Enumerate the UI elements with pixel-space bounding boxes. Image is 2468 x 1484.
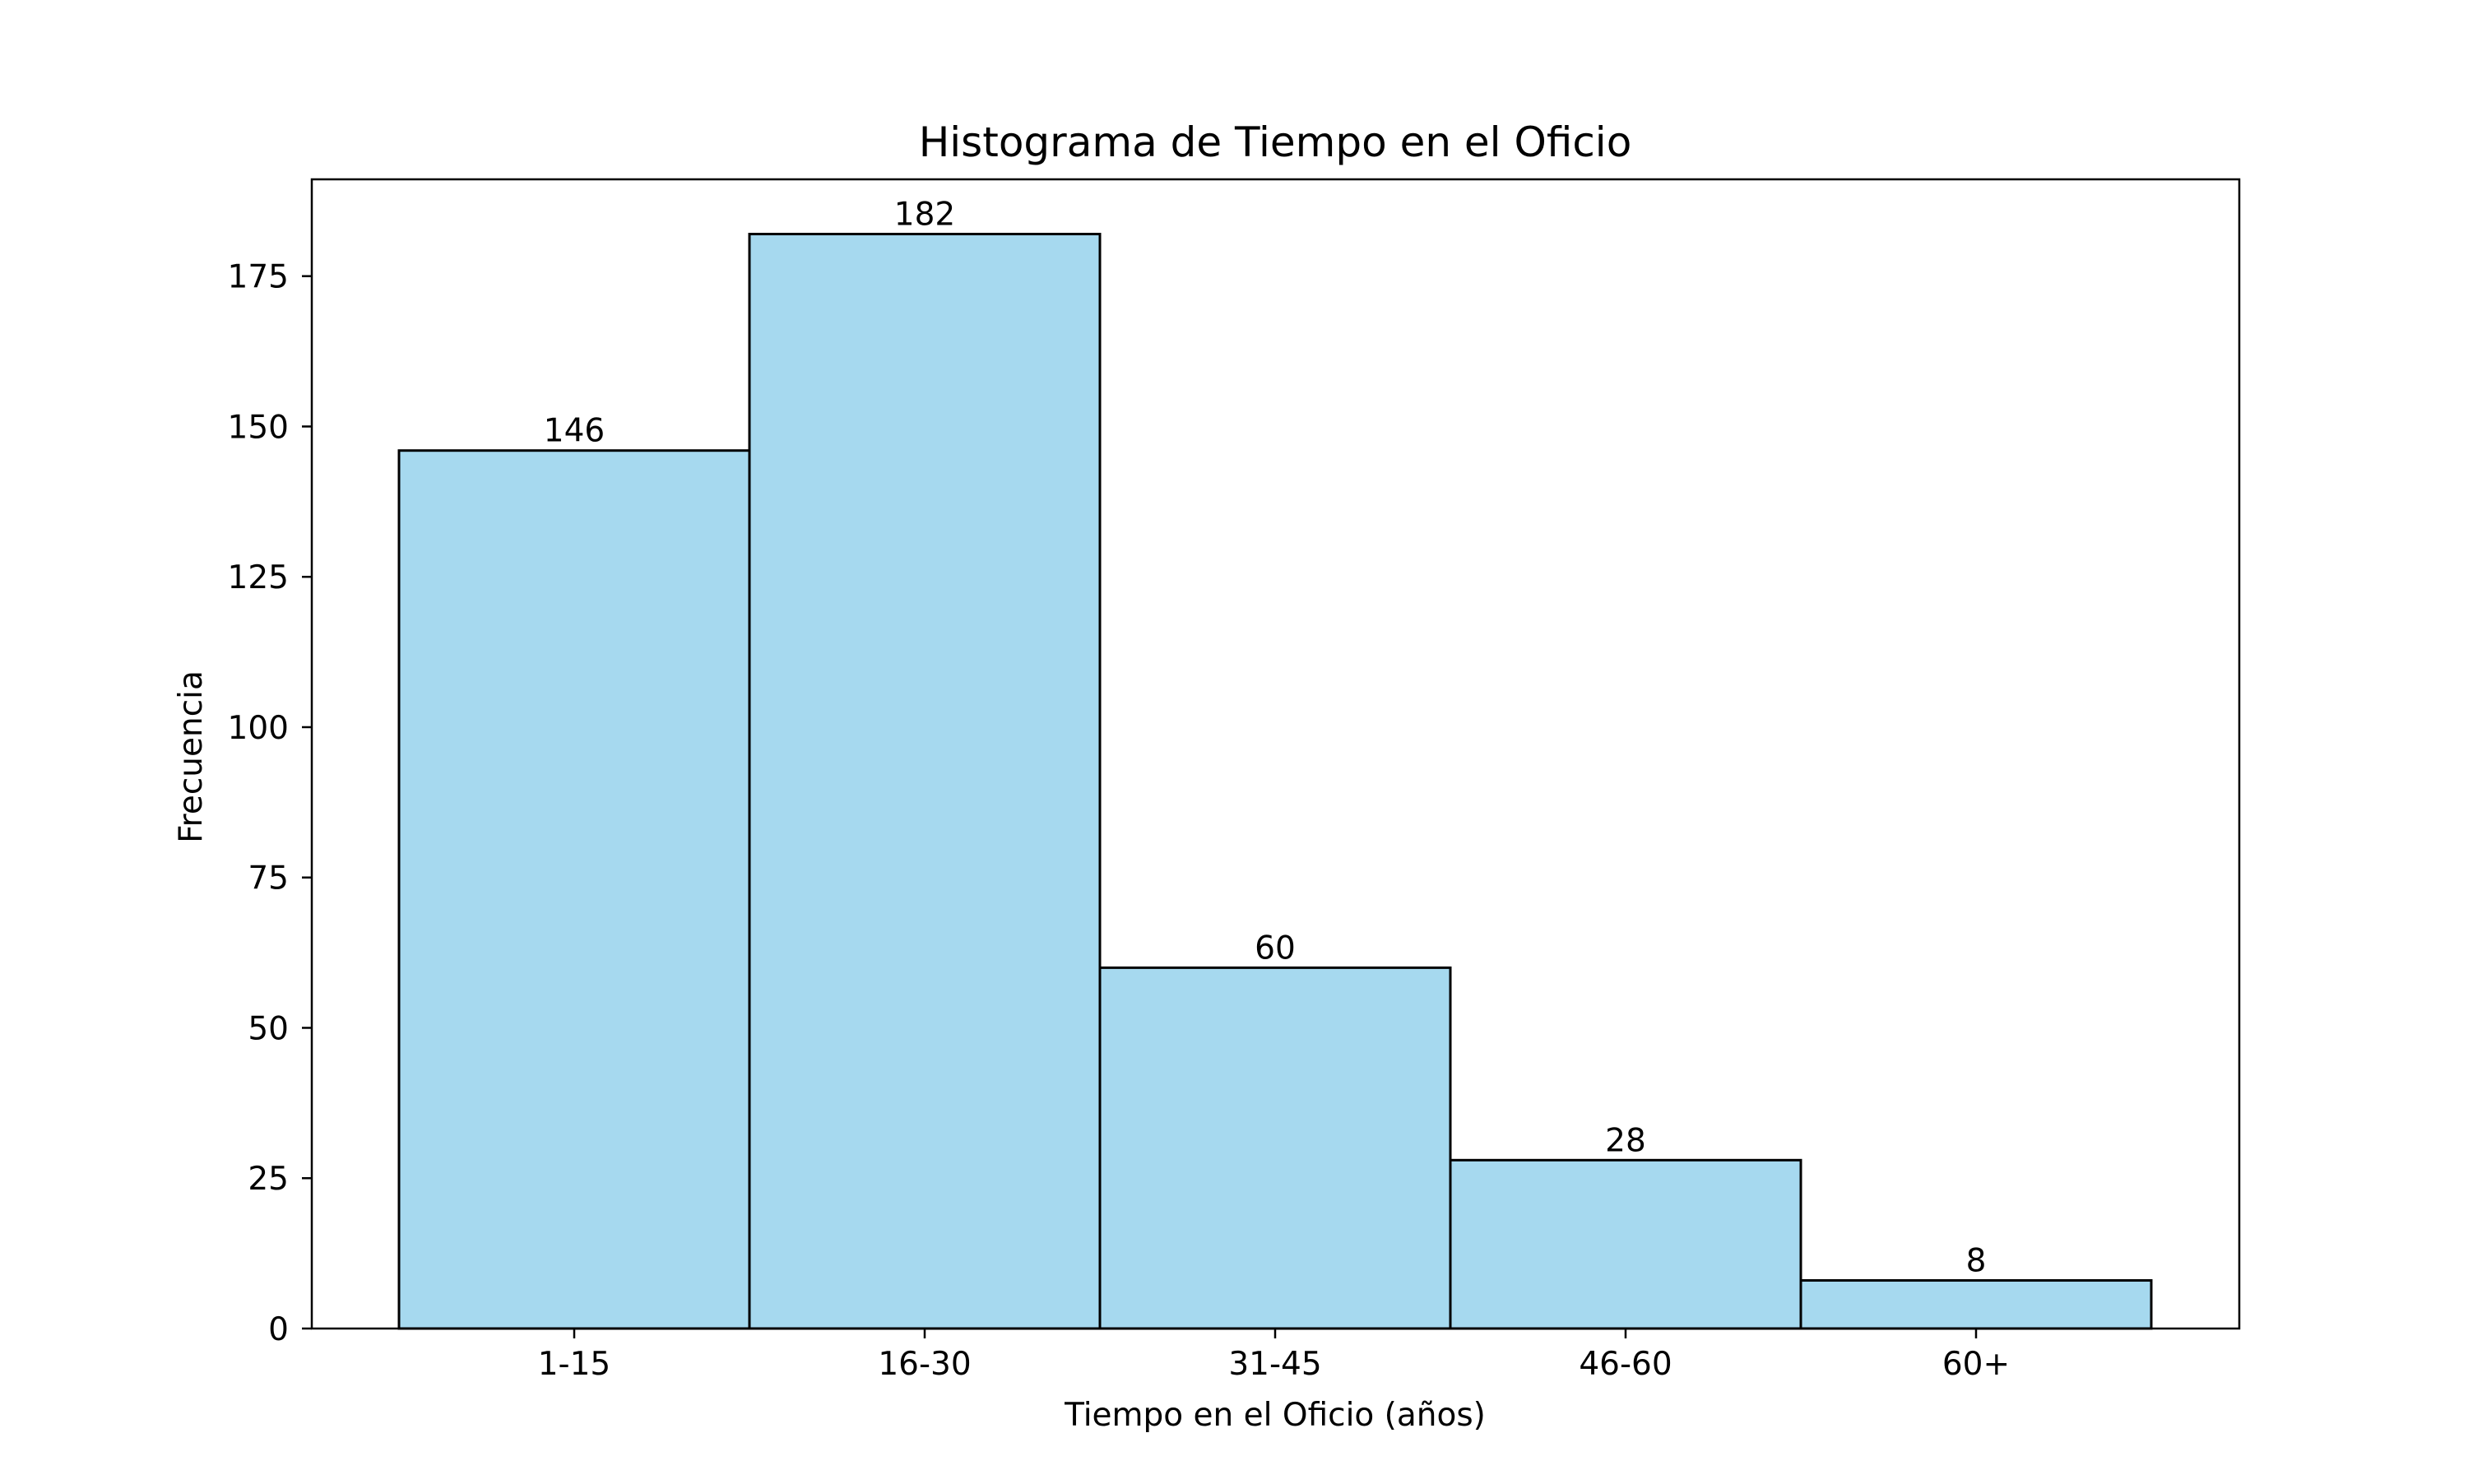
bar-46-60	[1449, 1158, 1802, 1330]
y-tick-label: 50	[248, 1010, 289, 1047]
x-tick-label: 16-30	[878, 1346, 971, 1383]
data-label-31-45: 60	[1255, 930, 1296, 967]
x-axis-label: Tiempo en el Oficio (años)	[1064, 1397, 1486, 1434]
y-axis-label: Frecuencia	[173, 670, 210, 843]
data-label-16-30: 182	[894, 197, 955, 234]
data-labels-layer: 146 182 60 28 8	[544, 197, 1987, 1280]
y-tick-label: 150	[228, 409, 289, 446]
x-tick-label: 46-60	[1579, 1346, 1672, 1383]
bar-1-15	[397, 449, 751, 1330]
y-tick-label: 125	[228, 559, 289, 596]
chart-title: Histograma de Tiempo en el Oficio	[919, 118, 1632, 166]
ticks-layer: 1-15 16-30 31-45 46-60 60+ 0 25 50 75 100 125 150 17…	[228, 259, 2011, 1383]
data-label-46-60: 28	[1605, 1122, 1646, 1159]
x-tick-label: 31-45	[1228, 1346, 1321, 1383]
bar-16-30	[748, 233, 1102, 1330]
y-tick-label: 175	[228, 259, 289, 296]
y-tick-label: 25	[248, 1161, 289, 1198]
y-tick-label: 100	[228, 710, 289, 747]
x-tick-label: 60+	[1942, 1346, 2010, 1383]
data-label-1-15: 146	[544, 413, 605, 450]
bar-60+	[1799, 1279, 2153, 1330]
x-tick-label: 1-15	[538, 1346, 611, 1383]
y-tick-label: 0	[268, 1311, 289, 1348]
y-tick-label: 75	[248, 860, 289, 897]
bars-layer	[397, 233, 2153, 1330]
bar-31-45	[1098, 966, 1452, 1330]
data-label-60+: 8	[1966, 1243, 1987, 1280]
